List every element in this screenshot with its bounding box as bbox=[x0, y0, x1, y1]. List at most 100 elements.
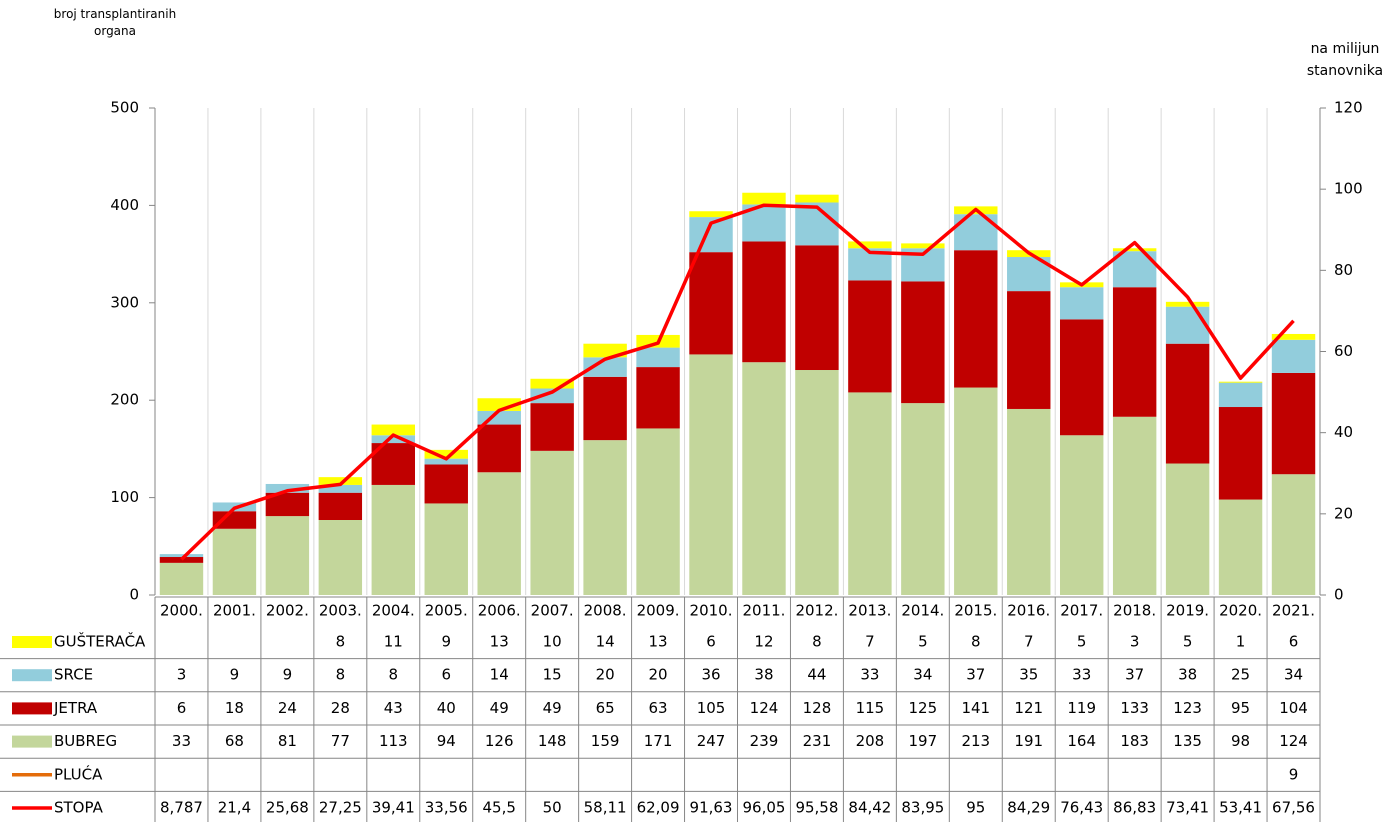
x-tick-label: 2012. bbox=[795, 602, 838, 620]
table-value: 247 bbox=[697, 732, 726, 750]
table-value: 5 bbox=[1183, 633, 1193, 651]
y-tick-label: 0 bbox=[129, 586, 139, 604]
table-value: 148 bbox=[538, 732, 567, 750]
bar-segment bbox=[583, 343, 627, 358]
legend-label: JETRA bbox=[53, 699, 98, 717]
table-value: 38 bbox=[1178, 666, 1197, 684]
table-value: 9 bbox=[441, 633, 451, 651]
bar-segment bbox=[318, 484, 363, 493]
bar-segment bbox=[530, 450, 574, 595]
table-value: 40 bbox=[437, 699, 456, 717]
bar-segment bbox=[530, 378, 574, 389]
bar-segment bbox=[636, 347, 680, 368]
legend-swatch bbox=[12, 702, 52, 715]
bar-segment bbox=[424, 464, 468, 504]
table-value: 124 bbox=[750, 699, 779, 717]
x-tick-label: 2003. bbox=[319, 602, 362, 620]
bar-segment bbox=[424, 449, 468, 459]
table-value: 6 bbox=[1289, 633, 1299, 651]
bar-segment bbox=[159, 562, 204, 595]
table-value: 6 bbox=[441, 666, 451, 684]
table-value: 28 bbox=[331, 699, 350, 717]
bar-segment bbox=[1165, 463, 1210, 595]
bar-segment bbox=[477, 424, 521, 473]
legend-label: BUBREG bbox=[54, 732, 117, 750]
table-value: 191 bbox=[1014, 732, 1043, 750]
table-value: 37 bbox=[1125, 666, 1144, 684]
bar-segment bbox=[1112, 248, 1157, 252]
legend-label: GUŠTERAČA bbox=[54, 632, 146, 651]
table-value: 11 bbox=[384, 633, 403, 651]
x-tick-label: 2001. bbox=[213, 602, 256, 620]
bar-segment bbox=[318, 520, 363, 595]
bar-segment bbox=[1112, 416, 1157, 595]
bar-segment bbox=[742, 192, 786, 205]
table-value: 33 bbox=[860, 666, 879, 684]
table-value: 91,63 bbox=[690, 799, 733, 817]
table-value: 10 bbox=[543, 633, 562, 651]
bar-segment bbox=[1007, 408, 1051, 595]
bar-segment bbox=[265, 483, 310, 493]
x-tick-label: 2019. bbox=[1166, 602, 1209, 620]
table-value: 68 bbox=[225, 732, 244, 750]
table-value: 65 bbox=[596, 699, 615, 717]
table-value: 96,05 bbox=[743, 799, 786, 817]
bar-segment bbox=[901, 403, 945, 595]
table-value: 24 bbox=[278, 699, 297, 717]
bar-segment bbox=[265, 516, 310, 595]
table-value: 49 bbox=[490, 699, 509, 717]
table-value: 35 bbox=[1019, 666, 1038, 684]
y2-tick-label: 60 bbox=[1334, 342, 1353, 360]
bar-segment bbox=[689, 252, 733, 355]
table-value: 183 bbox=[1120, 732, 1149, 750]
y2-tick-label: 20 bbox=[1334, 504, 1353, 522]
table-value: 208 bbox=[856, 732, 885, 750]
table-value: 8 bbox=[389, 666, 399, 684]
bar-segment bbox=[424, 503, 468, 595]
table-value: 171 bbox=[644, 732, 673, 750]
y2-axis-label: na milijun stanovnika bbox=[1306, 41, 1384, 79]
table-value: 76,43 bbox=[1060, 799, 1103, 817]
table-value: 121 bbox=[1014, 699, 1043, 717]
bar-segment bbox=[848, 280, 892, 393]
y-tick-label: 300 bbox=[110, 293, 139, 311]
bar-segment bbox=[1218, 382, 1263, 408]
table-value: 18 bbox=[225, 699, 244, 717]
bar-segment bbox=[530, 403, 574, 451]
table-value: 9 bbox=[1289, 765, 1299, 783]
table-value: 123 bbox=[1173, 699, 1202, 717]
table-value: 62,09 bbox=[637, 799, 680, 817]
table-value: 15 bbox=[543, 666, 562, 684]
bar-segment bbox=[689, 354, 733, 595]
table-value: 159 bbox=[591, 732, 620, 750]
x-tick-label: 2008. bbox=[584, 602, 627, 620]
table-value: 27,25 bbox=[319, 799, 362, 817]
table-value: 164 bbox=[1067, 732, 1096, 750]
bar-segment bbox=[954, 387, 998, 595]
x-tick-label: 2014. bbox=[901, 602, 944, 620]
table-value: 8 bbox=[812, 633, 822, 651]
table-value: 13 bbox=[649, 633, 668, 651]
table-value: 44 bbox=[807, 666, 826, 684]
x-tick-label: 2004. bbox=[372, 602, 415, 620]
bar-segment bbox=[1165, 301, 1210, 307]
table-value: 33 bbox=[172, 732, 191, 750]
x-tick-label: 2006. bbox=[478, 602, 521, 620]
table-value: 213 bbox=[961, 732, 990, 750]
table-value: 38 bbox=[754, 666, 773, 684]
bar-segment bbox=[1165, 343, 1210, 464]
bar-segment bbox=[477, 472, 521, 595]
legend-swatch bbox=[12, 669, 52, 682]
legend-label: PLUĆA bbox=[54, 764, 103, 783]
bar-segment bbox=[1218, 381, 1263, 383]
table-value: 25,68 bbox=[266, 799, 309, 817]
bar-segment bbox=[636, 428, 680, 595]
bar-segment bbox=[795, 202, 839, 246]
bar-segment bbox=[159, 554, 204, 558]
bar-segment bbox=[583, 376, 627, 441]
table-value: 104 bbox=[1279, 699, 1308, 717]
bar-segment bbox=[530, 388, 574, 404]
bar-segment bbox=[795, 194, 839, 203]
y2-tick-label: 120 bbox=[1334, 99, 1363, 117]
